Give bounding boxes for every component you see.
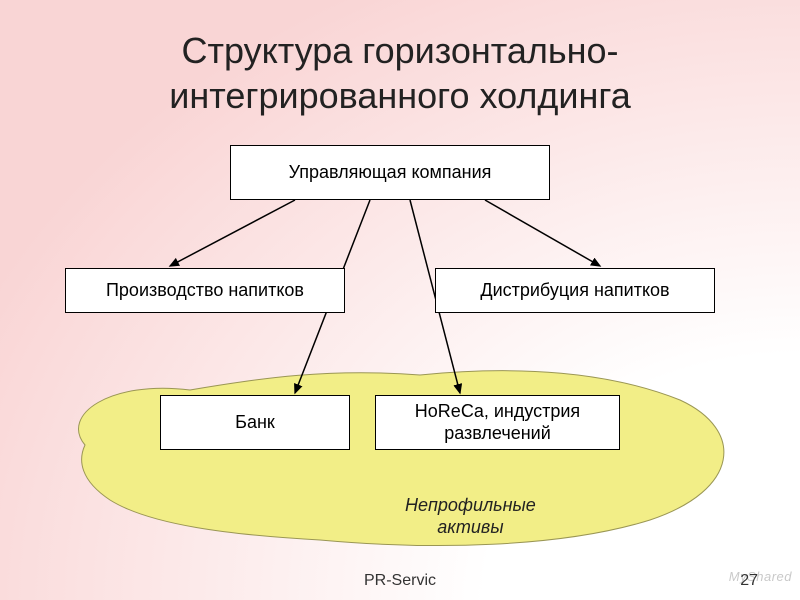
node-management-company: Управляющая компания — [230, 145, 550, 200]
node-production: Производство напитков — [65, 268, 345, 313]
footer-text: PR-Servic — [364, 572, 436, 590]
title-line-1: Структура горизонтально- — [181, 30, 618, 71]
node-distribution: Дистрибуция напитков — [435, 268, 715, 313]
watermark: MyShared — [729, 569, 792, 584]
node-horeca: HoReCa, индустрия развлечений — [375, 395, 620, 450]
title-line-2: интегрированного холдинга — [169, 75, 630, 116]
slide-title: Структура горизонтально- интегрированног… — [0, 28, 800, 118]
noncore-assets-label: Непрофильные активы — [405, 495, 536, 538]
node-label: Производство напитков — [106, 280, 304, 302]
node-bank: Банк — [160, 395, 350, 450]
blob-label-line1: Непрофильные — [405, 495, 536, 515]
blob-label-line2: активы — [437, 517, 503, 537]
node-label: Дистрибуция напитков — [480, 280, 669, 302]
node-label: Управляющая компания — [289, 162, 492, 184]
node-label: Банк — [235, 412, 275, 434]
node-label: HoReCa, индустрия развлечений — [384, 401, 611, 444]
